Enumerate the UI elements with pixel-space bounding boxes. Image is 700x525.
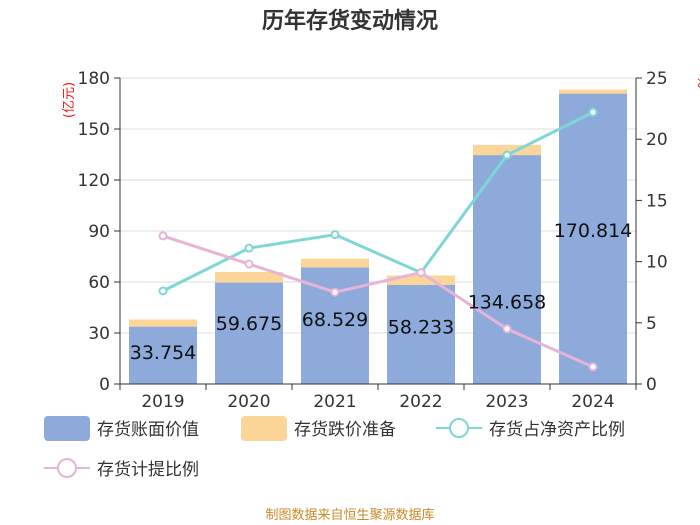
x-axis-category-label: 2020 xyxy=(227,392,270,412)
right-axis-tick-label: 0 xyxy=(646,375,657,395)
grid-lines xyxy=(120,77,636,334)
point-provision-ratio xyxy=(330,287,340,297)
x-axis-category-label: 2019 xyxy=(141,392,184,412)
legend-swatch xyxy=(44,416,90,441)
left-axis-tick-label: 0 xyxy=(99,375,110,395)
bar-impairment-reserve xyxy=(215,272,283,283)
bar-value-label: 59.675 xyxy=(216,313,282,335)
source-note: 制图数据来自恒生聚源数据库 xyxy=(265,507,434,523)
left-axis-tick-label: 150 xyxy=(78,120,110,140)
line-series xyxy=(158,107,598,372)
point-provision-ratio xyxy=(416,268,426,278)
legend-label: 存货账面价值 xyxy=(97,420,199,440)
point-inventory-to-net-assets xyxy=(330,230,340,240)
bar-value-label: 134.658 xyxy=(468,292,547,314)
line-provision-ratio xyxy=(162,234,594,369)
legend-label: 存货计提比例 xyxy=(97,460,199,480)
bar-value-label: 68.529 xyxy=(302,309,368,331)
point-provision-ratio xyxy=(588,362,598,372)
point-provision-ratio xyxy=(158,231,168,241)
bar-value-label: 33.754 xyxy=(130,342,196,364)
bar-impairment-reserve xyxy=(559,89,627,94)
x-axis-category-label: 2024 xyxy=(571,392,614,412)
axes: 0 30 60 90 120 150 180 0 5 10 15 20 25 2019 2020 2021 20… xyxy=(78,69,668,412)
bar-impairment-reserve xyxy=(387,275,455,286)
legend-marker xyxy=(449,418,469,438)
legend-marker xyxy=(57,458,77,478)
left-axis-tick-label: 90 xyxy=(88,222,110,242)
left-axis-tick-label: 60 xyxy=(88,273,110,293)
bars xyxy=(129,89,627,384)
left-axis-tick-label: 180 xyxy=(78,69,110,89)
left-axis-tick-label: 30 xyxy=(88,324,110,344)
right-axis-tick-label: 20 xyxy=(646,130,668,150)
point-inventory-to-net-assets xyxy=(158,286,168,296)
point-provision-ratio xyxy=(244,259,254,269)
right-axis-tick-label: 5 xyxy=(646,314,657,334)
line-inventory-to-net-assets xyxy=(162,110,594,293)
right-axis-tick-label: 15 xyxy=(646,191,668,211)
bar-impairment-reserve xyxy=(473,144,541,156)
legend-label: 存货占净资产比例 xyxy=(489,420,625,440)
bar-labels: 33.754 59.675 68.529 58.233 134.658 170.814 xyxy=(130,220,633,364)
x-axis-category-label: 2022 xyxy=(399,392,442,412)
point-inventory-to-net-assets xyxy=(502,150,512,160)
chart-title: 历年存货变动情况 xyxy=(262,8,438,34)
bar-book-value xyxy=(559,93,627,384)
bar-impairment-reserve xyxy=(301,258,369,268)
x-axis-category-label: 2023 xyxy=(485,392,528,412)
point-provision-ratio xyxy=(502,324,512,334)
right-axis-tick-label: 10 xyxy=(646,253,668,273)
right-axis-tick-label: 25 xyxy=(646,69,668,89)
left-axis-unit: (亿元) xyxy=(62,82,77,118)
bar-book-value xyxy=(387,285,455,384)
bar-book-value xyxy=(215,282,283,384)
left-axis-tick-label: 120 xyxy=(78,171,110,191)
bar-value-label: 170.814 xyxy=(554,220,633,242)
x-axis-category-label: 2021 xyxy=(313,392,356,412)
point-inventory-to-net-assets xyxy=(244,243,254,253)
bar-book-value xyxy=(129,326,197,384)
bar-value-label: 58.233 xyxy=(388,317,454,339)
legend-label: 存货跌价准备 xyxy=(294,420,396,440)
legend-swatch xyxy=(241,416,287,441)
right-axis-unit: % xyxy=(694,76,700,88)
point-inventory-to-net-assets xyxy=(588,107,598,117)
bar-book-value xyxy=(473,155,541,384)
bar-impairment-reserve xyxy=(129,319,197,327)
